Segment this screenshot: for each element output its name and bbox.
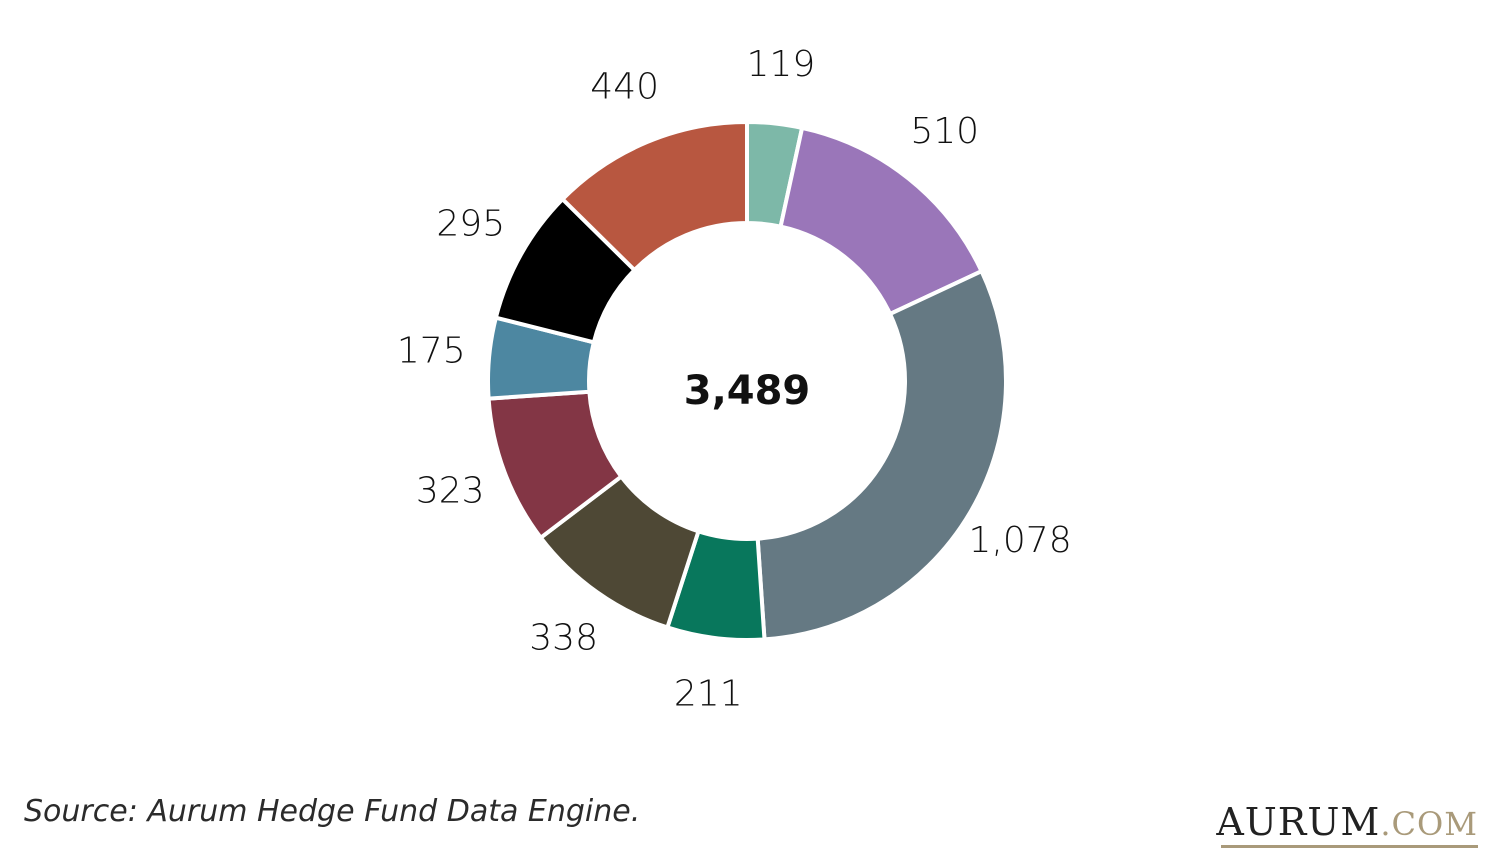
slice-label-119: 119 bbox=[747, 44, 816, 85]
slice-label-510: 510 bbox=[910, 111, 979, 152]
slice-1078 bbox=[755, 268, 1008, 642]
brand-name: AURUM bbox=[1216, 800, 1381, 844]
brand-logo[interactable]: AURUM.COM bbox=[1216, 800, 1478, 844]
slice-label-295: 295 bbox=[436, 203, 505, 244]
brand-underline bbox=[1221, 845, 1478, 848]
slice-label-440: 440 bbox=[590, 67, 659, 108]
slice-label-1078: 1,078 bbox=[969, 520, 1072, 561]
slice-440 bbox=[559, 119, 749, 273]
slice-label-175: 175 bbox=[397, 331, 466, 372]
brand-tld: .COM bbox=[1380, 805, 1478, 843]
slice-label-211: 211 bbox=[674, 674, 743, 715]
slice-label-338: 338 bbox=[529, 618, 598, 659]
source-note: Source: Aurum Hedge Fund Data Engine. bbox=[24, 794, 641, 829]
donut-slices bbox=[486, 119, 1008, 642]
center-total-label: 3,489 bbox=[684, 368, 811, 414]
slice-labels: 119 510 1,078 211 338 323 175 295 440 bbox=[397, 44, 1072, 715]
slice-label-323: 323 bbox=[416, 470, 485, 511]
